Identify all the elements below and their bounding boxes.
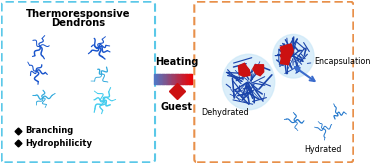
FancyBboxPatch shape: [2, 2, 155, 162]
Circle shape: [273, 34, 314, 78]
Text: Branching: Branching: [25, 126, 73, 135]
Text: Heating: Heating: [155, 57, 198, 67]
Text: Hydrophilicity: Hydrophilicity: [25, 139, 92, 148]
Polygon shape: [280, 47, 293, 59]
Polygon shape: [239, 63, 250, 76]
Text: Dehydrated: Dehydrated: [201, 108, 249, 117]
FancyBboxPatch shape: [194, 2, 353, 162]
Polygon shape: [280, 44, 293, 57]
Polygon shape: [280, 53, 290, 65]
Text: Guest: Guest: [161, 102, 192, 112]
Text: Thermoresponsive: Thermoresponsive: [26, 9, 130, 19]
Text: Dendrons: Dendrons: [51, 18, 105, 28]
Text: Encapsulation: Encapsulation: [314, 57, 370, 66]
Circle shape: [222, 54, 275, 110]
Text: Hydrated: Hydrated: [305, 145, 342, 154]
Polygon shape: [253, 65, 264, 76]
